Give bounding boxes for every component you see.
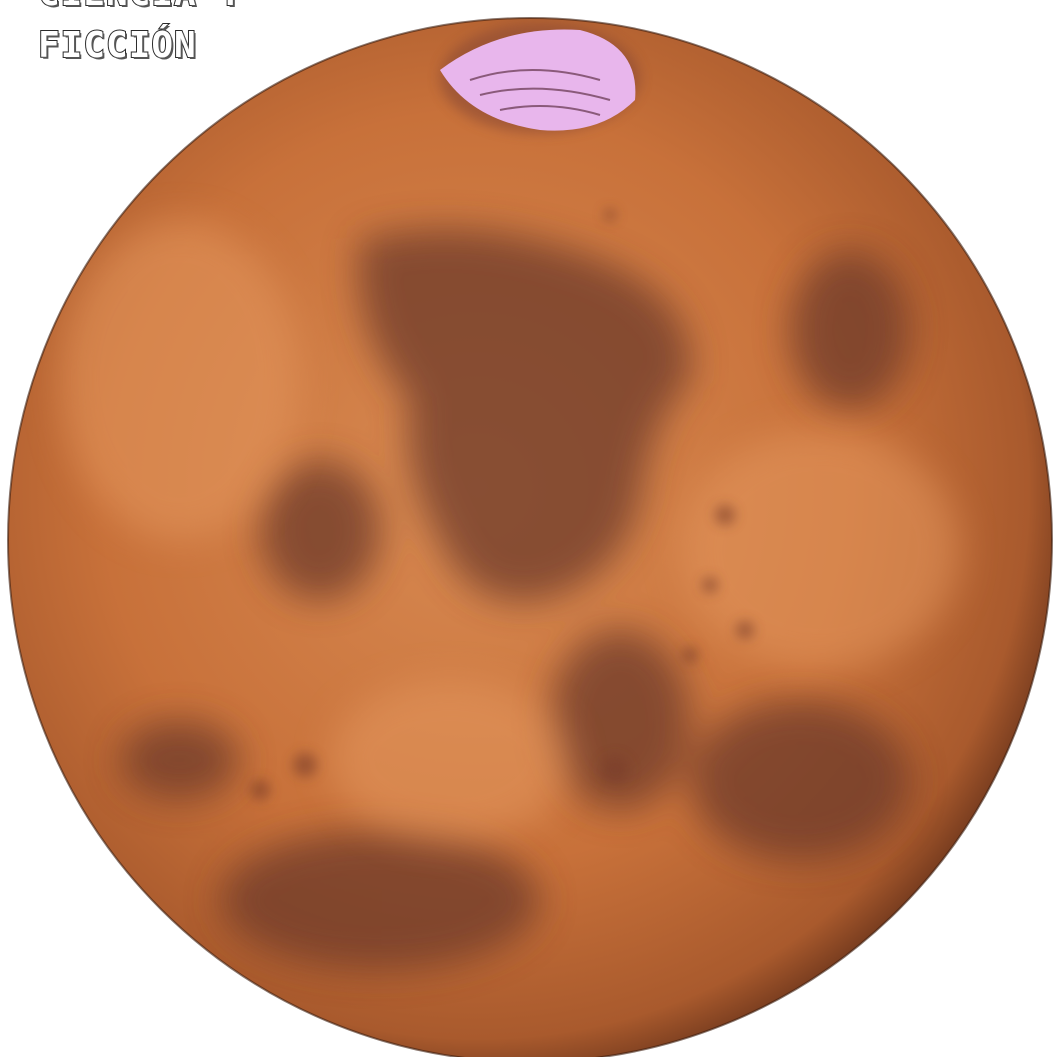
polar-cap (440, 23, 640, 133)
title-line-1: CIENCIA Y (37, 0, 242, 13)
planet-rim (7, 17, 1053, 1057)
surface-features (60, 23, 960, 970)
title-line-2: FICCIÓN (37, 25, 197, 66)
